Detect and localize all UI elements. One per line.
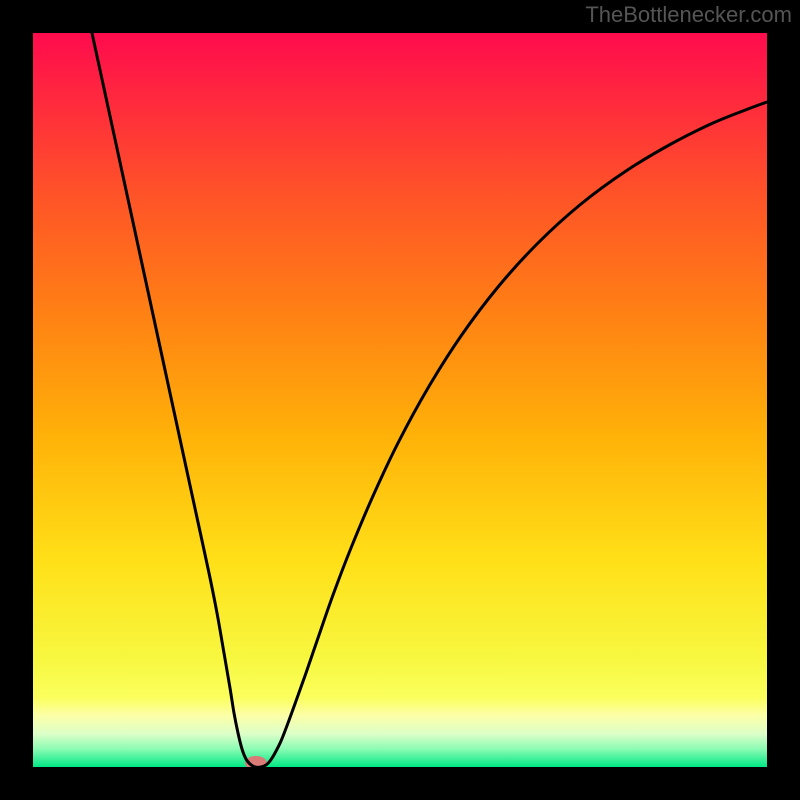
chart-frame: TheBottlenecker.com bbox=[0, 0, 800, 800]
watermark-text: TheBottlenecker.com bbox=[585, 2, 792, 28]
bottleneck-chart bbox=[0, 0, 800, 800]
gradient-background bbox=[33, 33, 767, 767]
